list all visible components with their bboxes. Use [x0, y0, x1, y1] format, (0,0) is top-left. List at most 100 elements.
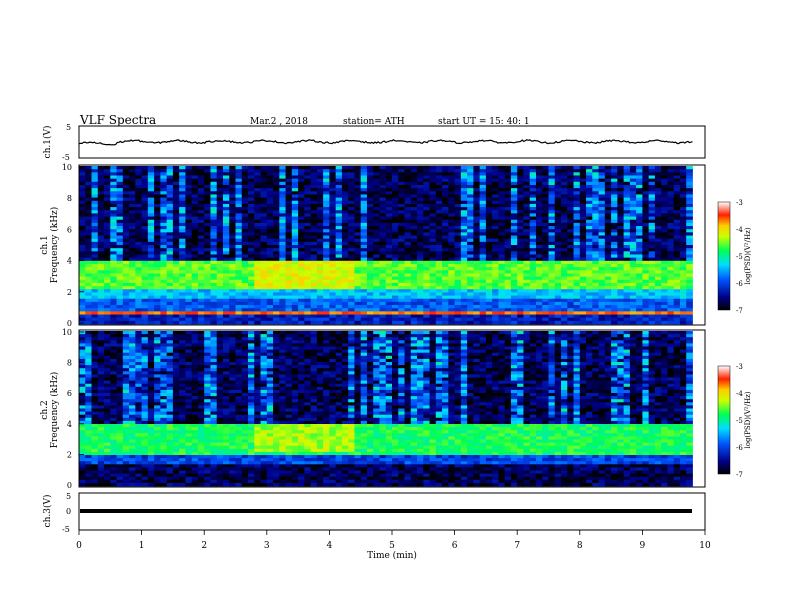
spectrogram-cell	[436, 207, 443, 211]
spectrogram-cell	[680, 305, 687, 309]
spectrogram-cell	[85, 337, 92, 341]
spectrogram-cell	[398, 264, 405, 268]
spectrogram-cell	[661, 311, 668, 315]
spectrogram-cell	[273, 280, 280, 284]
spectrogram-cell	[348, 166, 355, 170]
spectrogram-cell	[273, 254, 280, 258]
spectrogram-cell	[405, 217, 412, 221]
spectrogram-cell	[642, 198, 649, 202]
spectrogram-cell	[442, 207, 449, 211]
ch1-colorbar	[718, 202, 730, 310]
spectrogram-cell	[467, 305, 474, 309]
spectrogram-cell	[98, 204, 105, 208]
spectrogram-cell	[135, 289, 142, 293]
spectrogram-cell	[248, 289, 255, 293]
spectrogram-cell	[267, 191, 274, 195]
spectrogram-cell	[567, 213, 574, 217]
spectrogram-cell	[630, 236, 637, 240]
spectrogram-cell	[473, 251, 480, 255]
spectrogram-cell	[367, 292, 374, 296]
spectrogram-cell	[117, 236, 124, 240]
spectrogram-cell	[492, 251, 499, 255]
spectrogram-cell	[323, 273, 330, 277]
spectrogram-cell	[473, 179, 480, 183]
spectrogram-cell	[680, 188, 687, 192]
spectrogram-cell	[142, 185, 149, 189]
spectrogram-cell	[110, 270, 117, 274]
spectrogram-cell	[392, 305, 399, 309]
spectrogram-cell	[261, 267, 268, 271]
spectrogram-cell	[561, 289, 568, 293]
spectrogram-cell	[135, 169, 142, 173]
spectrogram-cell	[624, 302, 631, 306]
spectrogram-cell	[442, 229, 449, 233]
spectrogram-cell	[624, 286, 631, 290]
spectrogram-cell	[379, 318, 386, 322]
spectrogram-cell	[605, 194, 612, 198]
spectrogram-cell	[574, 204, 581, 208]
spectrogram-cell	[517, 236, 524, 240]
spectrogram-cell	[104, 185, 111, 189]
spectrogram-cell	[217, 242, 224, 246]
spectrogram-cell	[398, 321, 405, 325]
spectrogram-cell	[574, 289, 581, 293]
spectrogram-cell	[198, 207, 205, 211]
spectrogram-cell	[204, 226, 211, 230]
spectrogram-cell	[110, 242, 117, 246]
spectrogram-cell	[461, 245, 468, 249]
spectrogram-cell	[386, 270, 393, 274]
spectrogram-cell	[348, 194, 355, 198]
spectrogram-cell	[624, 311, 631, 315]
spectrogram-cell	[373, 299, 380, 303]
spectrogram-cell	[486, 242, 493, 246]
spectrogram-cell	[142, 229, 149, 233]
spectrogram-cell	[430, 321, 437, 325]
spectrogram-cell	[680, 277, 687, 281]
spectrogram-cell	[605, 169, 612, 173]
spectrogram-cell	[217, 258, 224, 262]
spectrogram-cell	[655, 258, 662, 262]
spectrogram-cell	[117, 217, 124, 221]
spectrogram-cell	[292, 229, 299, 233]
spectrogram-cell	[292, 169, 299, 173]
spectrogram-cell	[480, 236, 487, 240]
spectrogram-cell	[461, 308, 468, 312]
spectrogram-cell	[336, 270, 343, 274]
spectrogram-cell	[173, 207, 180, 211]
spectrogram-cell	[555, 305, 562, 309]
spectrogram-cell	[505, 182, 512, 186]
spectrogram-cell	[630, 280, 637, 284]
spectrogram-cell	[536, 198, 543, 202]
spectrogram-cell	[649, 277, 656, 281]
spectrogram-cell	[492, 315, 499, 319]
spectrogram-cell	[286, 280, 293, 284]
spectrogram-cell	[398, 261, 405, 265]
spectrogram-cell	[517, 207, 524, 211]
spectrogram-cell	[624, 270, 631, 274]
spectrogram-cell	[304, 232, 311, 236]
spectrogram-cell	[354, 226, 361, 230]
spectrogram-cell	[354, 283, 361, 287]
spectrogram-cell	[617, 299, 624, 303]
spectrogram-cell	[261, 318, 268, 322]
spectrogram-cell	[624, 283, 631, 287]
spectrogram-cell	[85, 179, 92, 183]
spectrogram-cell	[480, 315, 487, 319]
spectrogram-cell	[210, 188, 217, 192]
spectrogram-cell	[461, 223, 468, 227]
spectrogram-cell	[611, 169, 618, 173]
spectrogram-cell	[423, 188, 430, 192]
spectrogram-cell	[267, 223, 274, 227]
spectrogram-cell	[104, 296, 111, 300]
spectrogram-cell	[442, 239, 449, 243]
spectrogram-cell	[636, 185, 643, 189]
spectrogram-cell	[261, 273, 268, 277]
spectrogram-cell	[248, 217, 255, 221]
spectrogram-cell	[248, 283, 255, 287]
spectrogram-cell	[461, 232, 468, 236]
spectrogram-cell	[273, 204, 280, 208]
spectrogram-cell	[160, 179, 167, 183]
spectrogram-cell	[467, 191, 474, 195]
spectrogram-cell	[254, 280, 261, 284]
